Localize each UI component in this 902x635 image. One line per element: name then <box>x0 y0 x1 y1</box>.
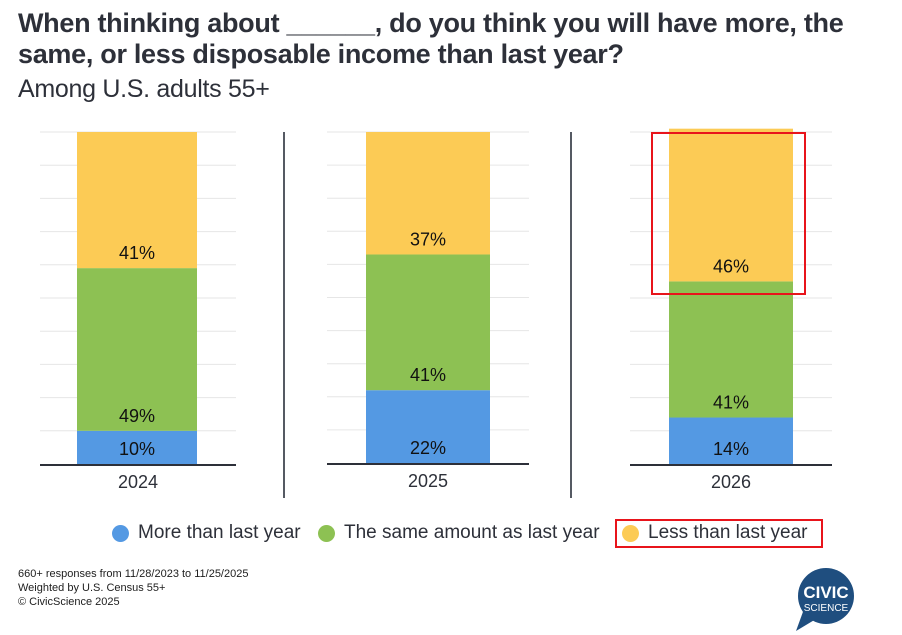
footer-responses: 660+ responses from 11/28/2023 to 11/25/… <box>18 568 249 580</box>
data-label: 49% <box>119 406 155 426</box>
footer-copyright: © CivicScience 2025 <box>18 596 120 608</box>
bar-2024-more-than-last-year <box>77 430 197 464</box>
legend-item-same[interactable]: The same amount as last year <box>318 518 600 548</box>
data-label: 41% <box>713 393 749 413</box>
legend-dot-icon <box>112 524 129 542</box>
bar-2026-the-same-amount-as-last-year <box>669 281 793 418</box>
x-tick-label: 2024 <box>118 472 158 492</box>
legend-label: More than last year <box>138 522 301 543</box>
bar-2026-less-than-last-year <box>669 128 793 282</box>
bar-2024-less-than-last-year <box>77 132 197 269</box>
data-label: 10% <box>119 439 155 459</box>
footer-notes: 660+ responses from 11/28/2023 to 11/25/… <box>18 567 248 609</box>
data-label: 41% <box>410 365 446 385</box>
data-label: 46% <box>713 256 749 276</box>
civicscience-logo-icon: CIVIC SCIENCE <box>796 568 854 631</box>
data-label: 37% <box>410 229 446 249</box>
legend-item-less[interactable]: Less than last year <box>622 518 807 548</box>
chart-subtitle: Among U.S. adults 55+ <box>18 75 270 103</box>
bar-2025-more-than-last-year <box>366 390 490 463</box>
chart-title: When thinking about ______, do you think… <box>18 8 844 69</box>
bar-2024-the-same-amount-as-last-year <box>77 268 197 431</box>
legend-label: Less than last year <box>648 522 808 543</box>
legend-highlight-box <box>615 519 823 548</box>
legend: More than last year The same amount as l… <box>0 518 902 548</box>
legend-dot-icon <box>622 524 639 542</box>
data-label: 22% <box>410 438 446 458</box>
x-tick-label: 2025 <box>408 471 448 491</box>
data-label: 14% <box>713 439 749 459</box>
legend-label: The same amount as last year <box>344 522 600 543</box>
logo-text-civic: CIVIC <box>803 583 848 602</box>
bar-2026-more-than-last-year <box>669 417 793 464</box>
legend-dot-icon <box>318 524 335 542</box>
x-tick-label: 2026 <box>711 472 751 492</box>
legend-item-more[interactable]: More than last year <box>112 518 301 548</box>
logo-text-science: SCIENCE <box>804 603 849 614</box>
highlight-box-2026-less <box>651 132 806 295</box>
footer-weighting: Weighted by U.S. Census 55+ <box>18 582 166 594</box>
bar-2025-less-than-last-year <box>366 132 490 255</box>
data-label: 41% <box>119 243 155 263</box>
bar-2025-the-same-amount-as-last-year <box>366 254 490 391</box>
stacked-bar-chart: 10% 49% 41% 2024 22% 41% 37% 2025 14% 41% 46% 2026 <box>40 128 832 498</box>
